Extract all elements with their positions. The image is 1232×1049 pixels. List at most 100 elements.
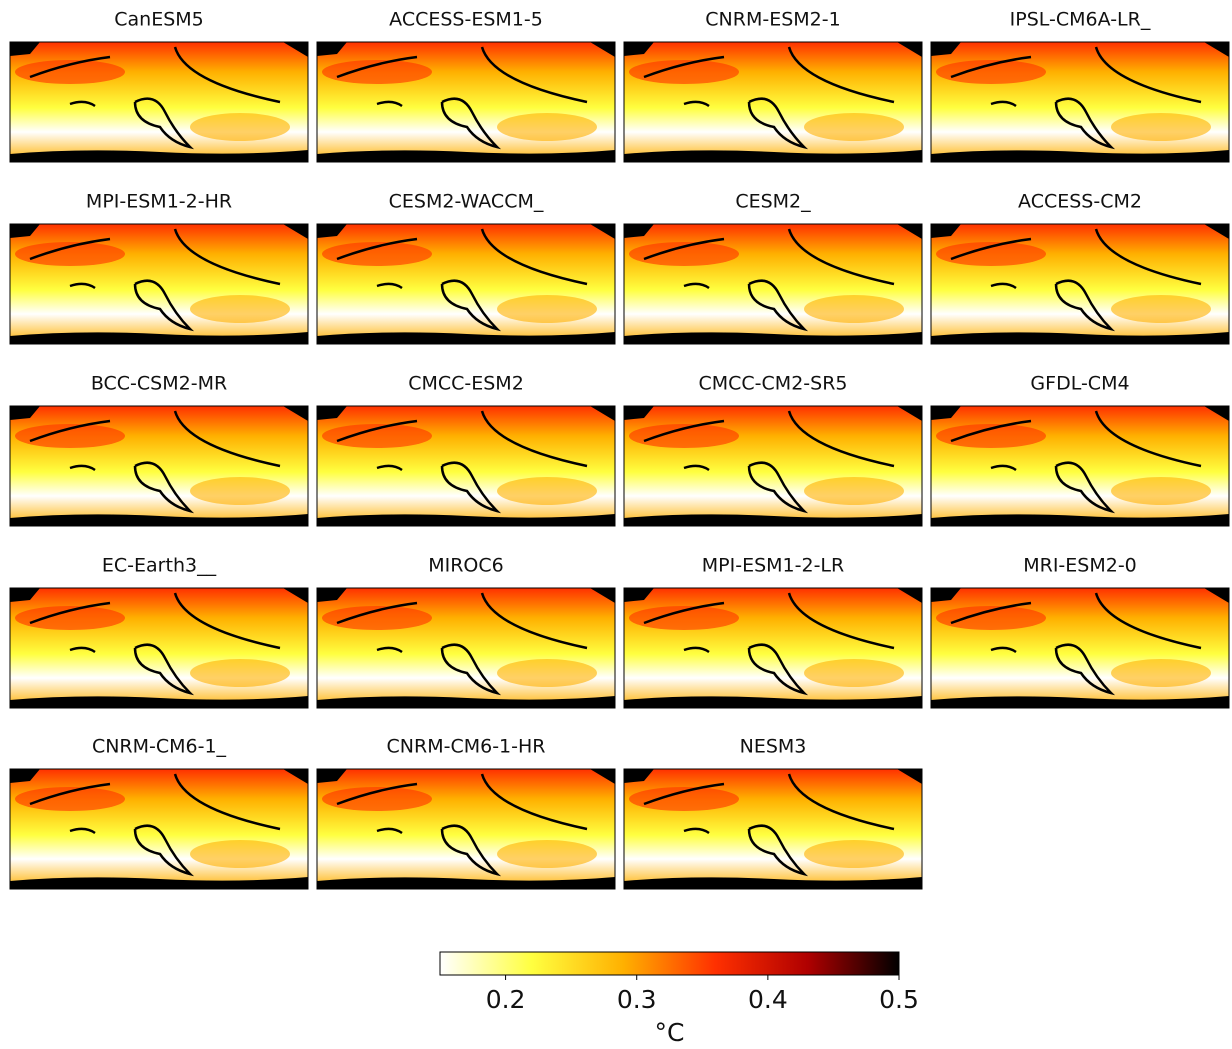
map-hotspot: [15, 606, 125, 630]
colorbar-label: °C: [655, 1018, 685, 1047]
map-hotspot: [497, 659, 597, 687]
land: [10, 696, 308, 708]
map-hotspot: [322, 60, 432, 84]
map-frame: [623, 587, 923, 709]
land: [10, 877, 308, 889]
coastline: [643, 592, 895, 696]
map-hotspot: [1111, 113, 1211, 141]
land: [10, 332, 308, 344]
land: [931, 514, 1229, 526]
coastline: [643, 46, 895, 150]
map-hotspot: [804, 477, 904, 505]
map-frame: [316, 223, 616, 345]
map-hotspot: [629, 242, 739, 266]
coastline: [29, 228, 281, 332]
map-hotspot: [1111, 477, 1211, 505]
map-frame: [9, 587, 309, 709]
coastline: [336, 410, 588, 514]
map-frame: [316, 768, 616, 890]
map-panel: [316, 768, 616, 890]
map-panel: [316, 223, 616, 345]
map-panel: [623, 587, 923, 709]
panel-title: MRI-ESM2-0: [1023, 555, 1137, 577]
map-hotspot: [1111, 295, 1211, 323]
coastline: [336, 46, 588, 150]
panel-title: GFDL-CM4: [1030, 373, 1129, 395]
map-frame: [316, 41, 616, 163]
coastline: [336, 592, 588, 696]
coastline: [336, 773, 588, 877]
map-hotspot: [15, 424, 125, 448]
map-hotspot: [15, 787, 125, 811]
map-panel: [9, 768, 309, 890]
panel-title: CNRM-ESM2-1: [705, 9, 840, 31]
map-hotspot: [190, 113, 290, 141]
panel-title: MPI-ESM1-2-HR: [86, 191, 232, 213]
map-hotspot: [804, 659, 904, 687]
map-hotspot: [629, 606, 739, 630]
map-hotspot: [804, 113, 904, 141]
coastline: [643, 773, 895, 877]
map-frame: [623, 223, 923, 345]
map-hotspot: [1111, 659, 1211, 687]
map-panel: [316, 41, 616, 163]
panel-title: ACCESS-CM2: [1018, 191, 1142, 213]
land: [10, 150, 308, 162]
map-frame: [9, 41, 309, 163]
map-hotspot: [936, 60, 1046, 84]
map-hotspot: [497, 113, 597, 141]
map-panel: [930, 587, 1230, 709]
coastline: [950, 46, 1202, 150]
colorbar-tick-label: 0.5: [879, 985, 919, 1014]
coastline: [29, 410, 281, 514]
panel-title: MPI-ESM1-2-LR: [702, 555, 844, 577]
land: [624, 332, 922, 344]
map-panel: [623, 41, 923, 163]
land: [10, 514, 308, 526]
map-hotspot: [190, 477, 290, 505]
coastline: [336, 228, 588, 332]
land: [317, 696, 615, 708]
panel-title: CMCC-ESM2: [408, 373, 524, 395]
map-panel: [316, 405, 616, 527]
land: [931, 150, 1229, 162]
map-hotspot: [190, 295, 290, 323]
map-panel: [930, 223, 1230, 345]
colorbar-tick-label: 0.4: [748, 985, 788, 1014]
map-frame: [9, 223, 309, 345]
panel-title: CanESM5: [114, 9, 204, 31]
map-hotspot: [629, 424, 739, 448]
land: [317, 150, 615, 162]
land: [317, 877, 615, 889]
land: [931, 696, 1229, 708]
map-frame: [623, 405, 923, 527]
map-frame: [9, 405, 309, 527]
map-hotspot: [629, 787, 739, 811]
panel-title: CNRM-CM6-1_: [92, 736, 227, 758]
map-frame: [930, 223, 1230, 345]
land: [624, 150, 922, 162]
land: [317, 514, 615, 526]
map-panel: [9, 405, 309, 527]
land: [624, 696, 922, 708]
map-hotspot: [804, 840, 904, 868]
panel-title: CESM2_: [735, 191, 811, 213]
map-frame: [623, 768, 923, 890]
map-hotspot: [15, 60, 125, 84]
map-frame: [9, 768, 309, 890]
land: [317, 332, 615, 344]
panel-title: CESM2-WACCM_: [389, 191, 544, 213]
map-hotspot: [497, 477, 597, 505]
coastline: [950, 592, 1202, 696]
map-hotspot: [190, 659, 290, 687]
panel-title: CNRM-CM6-1-HR: [387, 736, 546, 758]
coastline: [643, 410, 895, 514]
map-hotspot: [322, 242, 432, 266]
coastline: [950, 410, 1202, 514]
panel-title: EC-Earth3__: [102, 555, 217, 577]
map-panel: [9, 587, 309, 709]
colorbar-tick-label: 0.3: [617, 985, 657, 1014]
land: [624, 877, 922, 889]
map-hotspot: [322, 424, 432, 448]
